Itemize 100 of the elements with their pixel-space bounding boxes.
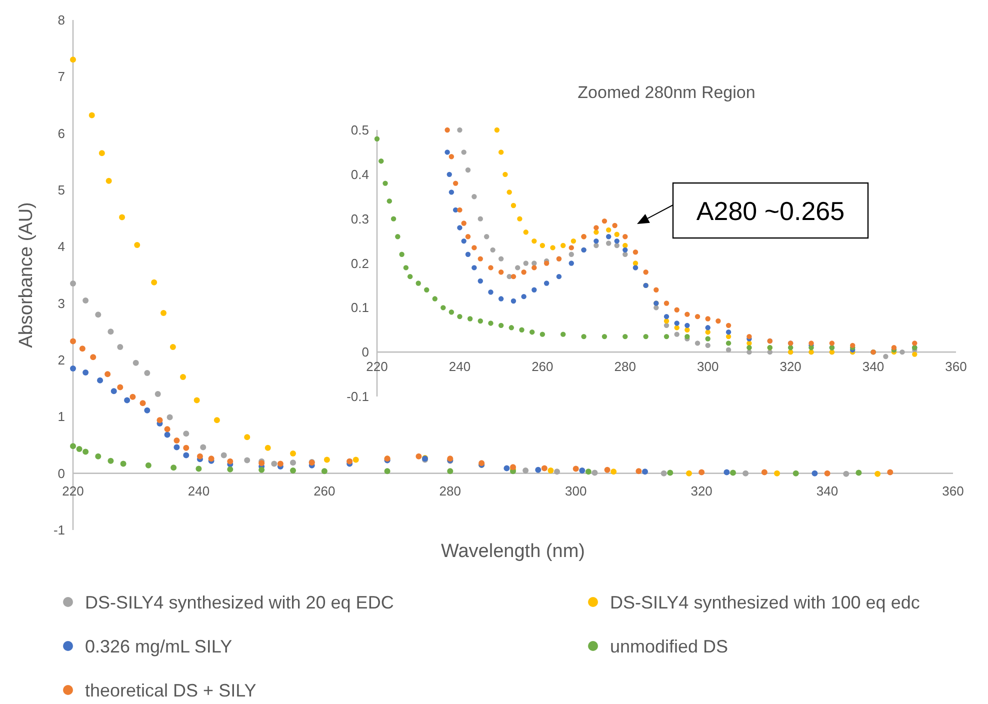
x-tick-label: 360 bbox=[945, 359, 967, 374]
point bbox=[570, 238, 576, 244]
point bbox=[544, 260, 550, 266]
point bbox=[788, 345, 794, 350]
point bbox=[515, 265, 520, 270]
point bbox=[887, 469, 894, 476]
point bbox=[622, 242, 628, 248]
point bbox=[117, 344, 124, 350]
point bbox=[227, 458, 234, 464]
point bbox=[95, 453, 102, 460]
point bbox=[560, 242, 566, 248]
point bbox=[519, 327, 524, 332]
point bbox=[643, 334, 648, 340]
point bbox=[472, 194, 477, 200]
point bbox=[448, 154, 454, 160]
point bbox=[606, 240, 612, 246]
point bbox=[440, 305, 446, 310]
x-tick-label: 280 bbox=[614, 359, 636, 374]
y-tick-label: 0 bbox=[58, 466, 65, 481]
point bbox=[674, 332, 680, 337]
point bbox=[622, 247, 628, 253]
point bbox=[674, 325, 680, 330]
point bbox=[384, 468, 390, 474]
point bbox=[467, 316, 473, 322]
point bbox=[684, 322, 690, 328]
legend-label: DS-SILY4 synthesized with 100 eq edc bbox=[610, 592, 920, 612]
y-tick-label: 0.2 bbox=[350, 256, 369, 271]
point bbox=[726, 347, 732, 352]
point bbox=[667, 470, 674, 476]
point bbox=[498, 322, 504, 328]
point bbox=[705, 325, 710, 330]
point bbox=[461, 150, 466, 155]
point bbox=[602, 334, 608, 340]
point bbox=[170, 344, 176, 350]
point bbox=[457, 225, 462, 230]
point bbox=[900, 349, 905, 355]
point bbox=[502, 172, 508, 178]
point bbox=[220, 452, 227, 458]
point bbox=[521, 270, 526, 275]
point bbox=[395, 234, 400, 240]
y-tick-label: -0.1 bbox=[346, 389, 369, 404]
point bbox=[70, 280, 76, 286]
y-tick-label: 7 bbox=[58, 69, 65, 84]
point bbox=[170, 464, 177, 471]
point bbox=[151, 279, 158, 286]
point bbox=[694, 314, 700, 320]
point bbox=[90, 354, 96, 360]
chart-title: Zoomed 280nm Region bbox=[578, 83, 756, 102]
point bbox=[746, 334, 752, 340]
point bbox=[829, 340, 835, 346]
point bbox=[521, 294, 526, 300]
point bbox=[95, 312, 102, 318]
point bbox=[614, 232, 620, 237]
point bbox=[183, 430, 190, 437]
point bbox=[510, 202, 516, 208]
point bbox=[883, 354, 888, 360]
point bbox=[478, 278, 483, 284]
point bbox=[134, 242, 140, 248]
y-tick-label: 8 bbox=[58, 12, 65, 28]
point bbox=[461, 238, 466, 244]
point bbox=[88, 112, 95, 118]
point bbox=[164, 426, 170, 432]
point bbox=[726, 322, 732, 328]
x-tick-label: 320 bbox=[780, 359, 802, 374]
point bbox=[183, 444, 190, 451]
point bbox=[70, 56, 76, 63]
x-tick-label: 240 bbox=[188, 483, 210, 498]
point bbox=[432, 296, 438, 302]
point bbox=[378, 158, 384, 164]
point bbox=[874, 470, 881, 477]
point bbox=[76, 446, 82, 452]
point bbox=[70, 366, 76, 372]
point bbox=[664, 314, 670, 320]
point bbox=[108, 328, 114, 335]
point bbox=[321, 468, 328, 474]
point bbox=[416, 280, 421, 286]
point bbox=[506, 190, 512, 195]
x-tick-label: 280 bbox=[439, 483, 461, 498]
point bbox=[183, 452, 190, 458]
legend-label: theoretical DS + SILY bbox=[85, 680, 256, 700]
point bbox=[478, 318, 483, 324]
point bbox=[180, 374, 186, 380]
point bbox=[277, 460, 284, 467]
point bbox=[664, 334, 670, 340]
point bbox=[214, 417, 220, 424]
point bbox=[594, 242, 599, 248]
point bbox=[554, 468, 560, 475]
point bbox=[444, 127, 450, 133]
point bbox=[523, 230, 528, 235]
point bbox=[461, 220, 466, 226]
point bbox=[244, 434, 250, 440]
y-tick-label: 6 bbox=[58, 126, 65, 141]
point bbox=[614, 238, 620, 244]
point bbox=[130, 394, 136, 400]
point bbox=[604, 466, 610, 473]
point bbox=[98, 150, 105, 156]
point bbox=[324, 456, 330, 463]
point bbox=[104, 371, 111, 378]
legend-label: unmodified DS bbox=[610, 636, 728, 656]
point bbox=[510, 298, 516, 304]
